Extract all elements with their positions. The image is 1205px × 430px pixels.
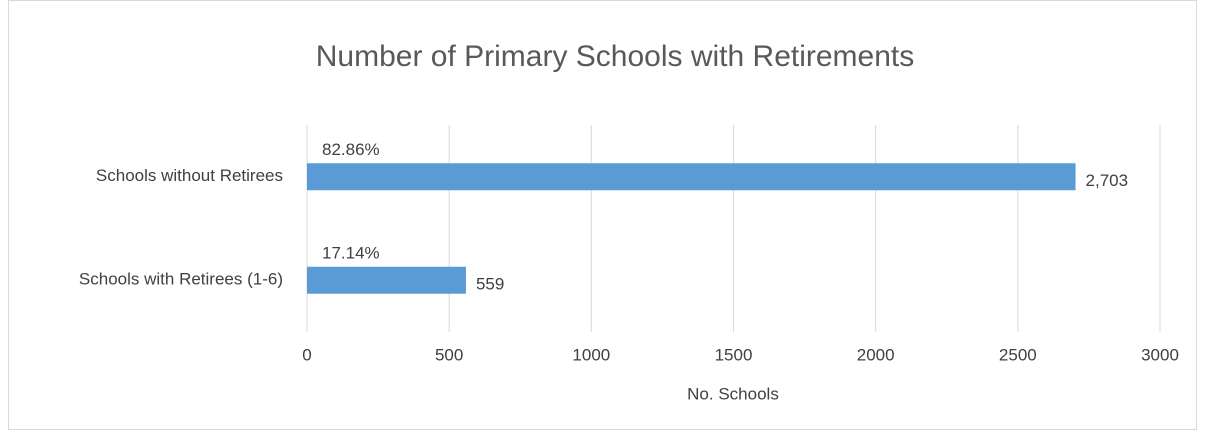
value-label: 2,703 xyxy=(1086,171,1129,190)
bar xyxy=(307,163,1076,191)
value-label: 559 xyxy=(476,275,504,294)
y-tick-label: Schools with Retirees (1-6) xyxy=(79,270,283,289)
x-tick-label: 2000 xyxy=(857,345,895,364)
x-tick-label: 0 xyxy=(302,345,311,364)
annotation: 82.86% xyxy=(322,140,380,159)
chart-frame xyxy=(8,0,1197,430)
x-tick-label: 3000 xyxy=(1141,345,1179,364)
x-tick-label: 500 xyxy=(435,345,463,364)
x-tick-label: 2500 xyxy=(999,345,1037,364)
x-tick-label: 1500 xyxy=(715,345,753,364)
y-tick-label: Schools without Retirees xyxy=(96,166,283,185)
x-axis-label: No. Schools xyxy=(687,384,779,403)
x-tick-label: 1000 xyxy=(572,345,610,364)
chart-title: Number of Primary Schools with Retiremen… xyxy=(316,40,915,73)
annotation: 17.14% xyxy=(322,244,380,263)
bar xyxy=(307,266,466,294)
